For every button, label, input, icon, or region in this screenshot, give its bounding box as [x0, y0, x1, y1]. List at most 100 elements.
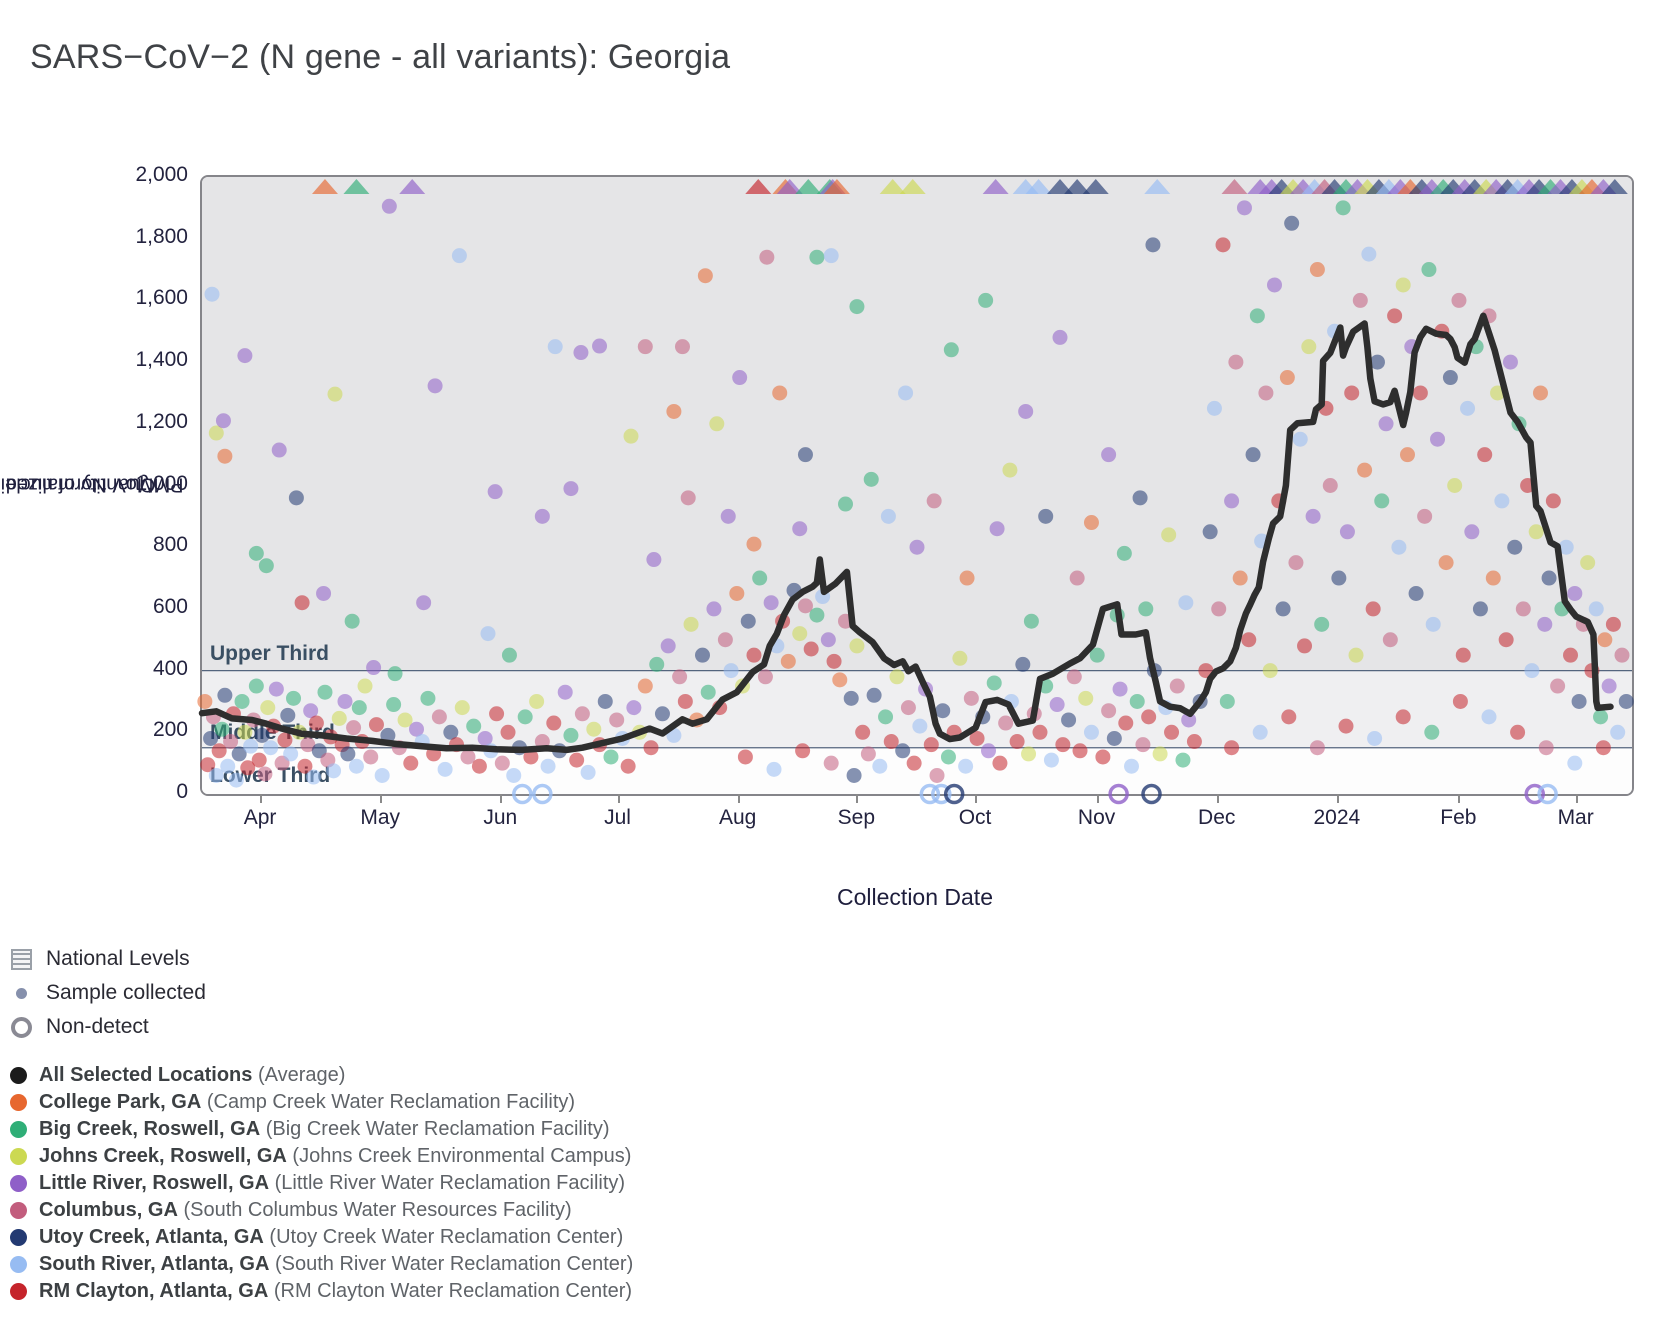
sample-point [1595, 740, 1611, 756]
sample-point [1202, 524, 1218, 540]
sample-point [397, 712, 413, 728]
sample-point [626, 700, 642, 716]
sample-point [471, 758, 487, 774]
sample-point [409, 721, 424, 737]
sample-point [872, 758, 888, 774]
sample-point [929, 767, 945, 783]
location-legend-item[interactable]: Johns Creek, Roswell, GA (Johns Creek En… [10, 1143, 633, 1170]
sample-point [969, 730, 985, 746]
sample-point [603, 749, 619, 765]
sample-point [1009, 734, 1025, 750]
sample-point [1083, 724, 1099, 740]
location-legend: All Selected Locations (Average) College … [10, 1062, 633, 1305]
sample-point [1614, 647, 1630, 663]
sample-point [958, 758, 974, 774]
sample-point [1344, 385, 1360, 401]
plot-area[interactable]: Upper ThirdMiddle ThirdLower Third [197, 175, 1634, 805]
sample-point [1095, 749, 1111, 765]
sample-point [534, 508, 550, 524]
sample-point [211, 743, 227, 759]
x-tick-mark [1575, 794, 1578, 803]
location-legend-item[interactable]: All Selected Locations (Average) [10, 1062, 633, 1089]
sample-point [1425, 616, 1441, 632]
location-legend-item[interactable]: Little River, Roswell, GA (Little River … [10, 1170, 633, 1197]
location-legend-item[interactable]: Columbus, GA (South Columbus Water Resou… [10, 1197, 633, 1224]
location-legend-item[interactable]: Utoy Creek, Atlanta, GA (Utoy Creek Wate… [10, 1224, 633, 1251]
sample-point [1258, 385, 1274, 401]
non-detect-icon [10, 1016, 32, 1038]
sample-point [380, 727, 396, 743]
x-tick-mark [975, 794, 978, 803]
x-tick-label: Sep [837, 806, 876, 829]
sample-point [500, 724, 516, 740]
sample-point [381, 198, 397, 214]
sample-point [643, 740, 659, 756]
location-label: RM Clayton, Atlanta, GA (RM Clayton Wate… [39, 1280, 633, 1302]
sample-point [1455, 647, 1471, 663]
sample-point [1357, 462, 1373, 478]
sample-point [797, 447, 813, 463]
x-tick-label: Aug [718, 806, 757, 829]
sample-point [268, 681, 284, 697]
sample-point [574, 706, 590, 722]
sample-point [654, 706, 670, 722]
sample-point [1132, 490, 1148, 506]
sample-point [403, 755, 419, 771]
sample-point [569, 752, 585, 768]
sample-point [286, 690, 302, 706]
x-tick-mark [737, 794, 740, 803]
sample-point [237, 348, 253, 364]
sample-point [700, 684, 716, 700]
sample-point [1236, 200, 1252, 216]
sample-point [823, 755, 839, 771]
sample-point [1485, 570, 1501, 586]
location-color-dot [10, 1094, 27, 1111]
sample-point [529, 693, 545, 709]
off-scale-triangle [795, 179, 822, 194]
location-legend-item[interactable]: RM Clayton, Atlanta, GA (RM Clayton Wate… [10, 1278, 633, 1305]
sample-point [1281, 709, 1297, 725]
y-tick-label: 400 [152, 656, 188, 680]
sample-point [1078, 690, 1094, 706]
sample-point [1537, 616, 1553, 632]
sample-point [580, 764, 596, 780]
off-scale-triangle [982, 179, 1009, 194]
sample-point [1089, 647, 1105, 663]
x-tick-mark [1458, 794, 1461, 803]
sample-point [940, 749, 956, 765]
y-tick-label: 600 [152, 594, 188, 618]
location-legend-item[interactable]: South River, Atlanta, GA (South River Wa… [10, 1251, 633, 1278]
sample-point [1061, 712, 1077, 728]
sample-point [1181, 712, 1197, 728]
sample-point [460, 749, 476, 765]
sample-point [487, 484, 503, 500]
sample-point [300, 737, 316, 753]
sample-point [943, 342, 959, 358]
sample-point [740, 613, 756, 629]
x-tick-label: Jul [604, 806, 631, 829]
sample-point [1175, 752, 1191, 768]
sample-point [208, 425, 224, 441]
sample-point [1515, 601, 1531, 617]
sample-point [1129, 693, 1145, 709]
sample-point [363, 749, 379, 765]
sample-point [1348, 647, 1364, 663]
sample-point [1339, 524, 1355, 540]
off-scale-triangle [399, 179, 426, 194]
sample-point [926, 493, 942, 509]
chart-canvas [197, 179, 1634, 805]
sample-point [1228, 354, 1244, 370]
location-legend-item[interactable]: College Park, GA (Camp Creek Water Recla… [10, 1089, 633, 1116]
sample-point [1447, 478, 1463, 493]
off-scale-triangle [311, 179, 338, 194]
sample-point [646, 552, 662, 568]
sample-point [1367, 730, 1383, 746]
non-detect-point [1537, 783, 1558, 805]
sample-point [849, 299, 865, 315]
sample-point [1395, 709, 1411, 725]
location-legend-item[interactable]: Big Creek, Roswell, GA (Big Creek Water … [10, 1116, 633, 1143]
off-scale-triangle [1047, 179, 1073, 194]
sample-point [427, 378, 443, 394]
sample-point [763, 595, 779, 611]
sample-point [1601, 678, 1617, 694]
